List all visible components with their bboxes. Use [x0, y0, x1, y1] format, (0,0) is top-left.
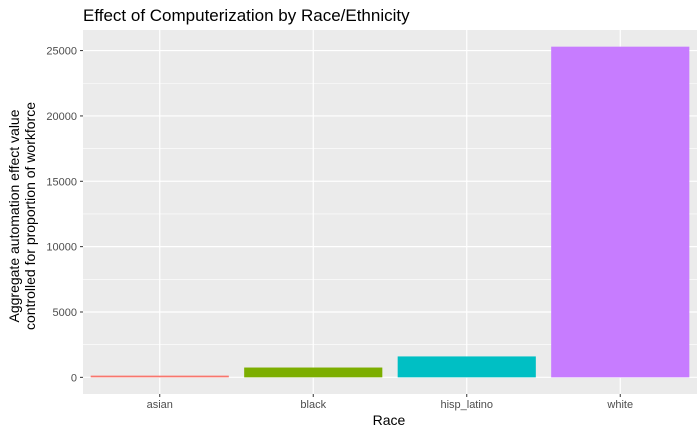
- x-axis: asian black hisp_latino white: [147, 394, 633, 411]
- y-tick-label: 20000: [46, 111, 77, 123]
- bar-hisp_latino: [397, 356, 536, 378]
- x-tick-label: black: [300, 399, 326, 411]
- y-axis: 0 5000 10000 15000 20000 25000: [46, 46, 83, 384]
- x-tick-label: white: [606, 399, 633, 411]
- bars: [90, 46, 690, 378]
- x-tick-label: hisp_latino: [440, 399, 493, 411]
- y-axis-title-line-2: controlled for proportion of workforce: [22, 102, 38, 330]
- bar-black: [244, 367, 383, 378]
- y-tick-label: 0: [71, 372, 77, 384]
- y-tick-label: 10000: [46, 242, 77, 254]
- y-tick-label: 25000: [46, 46, 77, 58]
- x-tick-label: asian: [147, 399, 173, 411]
- y-tick-label: 15000: [46, 176, 77, 188]
- y-axis-title: Aggregate automation effect value contro…: [6, 102, 38, 330]
- y-axis-title-line-1: Aggregate automation effect value: [6, 109, 22, 322]
- y-tick-label: 5000: [53, 307, 77, 319]
- bar-asian: [90, 375, 229, 378]
- chart-title: Effect of Computerization by Race/Ethnic…: [83, 6, 410, 25]
- x-axis-title: Race: [373, 412, 406, 428]
- bar-white: [551, 46, 690, 378]
